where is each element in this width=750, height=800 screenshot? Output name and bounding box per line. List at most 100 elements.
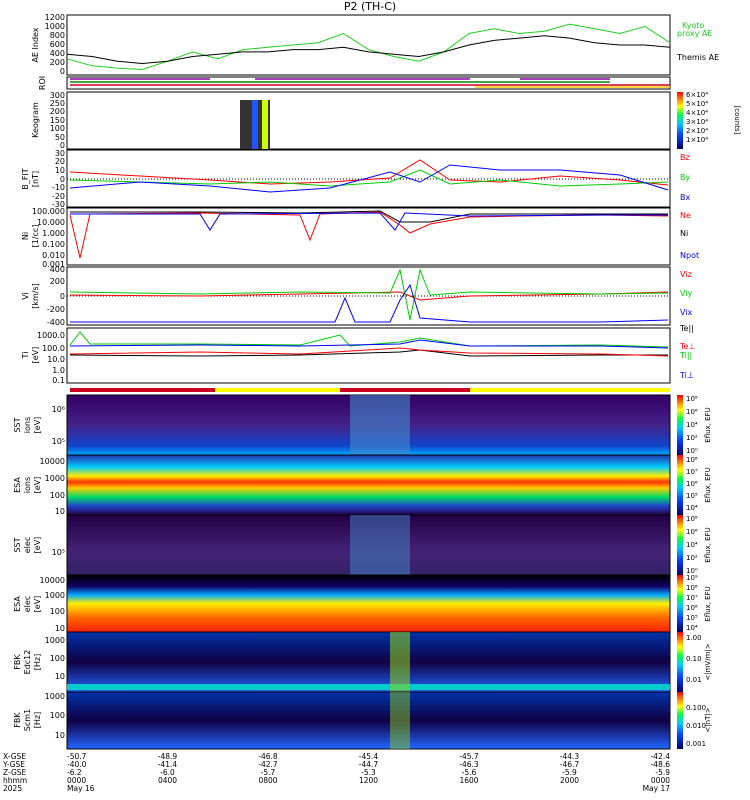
ephemeris-row-label: X-GSE: [3, 752, 26, 761]
ephemeris-value: 1200: [359, 776, 378, 785]
keogram-tick: 100: [50, 124, 65, 133]
sst-ion-cbar-tick: 10⁴: [686, 421, 698, 429]
fbk-e-tick: 100: [50, 654, 65, 663]
sst-elec-panel: SST elec [eV] 10⁵ 10⁸ 10⁶ 10⁴ 10² 10⁰ Ef…: [13, 514, 712, 576]
temperature-tick: 1.0: [52, 366, 65, 375]
temperature-ylabel-unit: [eV]: [31, 347, 40, 364]
esa-ion-cbar-label: Eflux, EFU: [704, 467, 712, 502]
ephemeris-value: -46.3: [459, 760, 479, 769]
ae-tick: 200: [50, 58, 65, 67]
sst-elec-tick: 10⁵: [52, 548, 65, 557]
ephemeris-value: -48.9: [158, 752, 178, 761]
keogram-tick: 200: [50, 107, 65, 116]
fbk-b-frame: [66, 691, 671, 750]
fbk-e-ylabel: FBK: [13, 654, 22, 670]
ae-ylabel: AE Index: [31, 27, 40, 62]
ephemeris-value: May 17: [643, 784, 671, 793]
esa-elec-ylabel: ESA: [13, 596, 22, 612]
esa-ion-cbar-tick: 10⁶: [686, 480, 698, 488]
te-par-line: [69, 349, 668, 357]
roi-ylabel: ROI: [38, 76, 47, 90]
ephemeris-value: -46.8: [258, 752, 278, 761]
ephemeris-value: -5.6: [462, 768, 477, 777]
ephemeris-value: May 16: [67, 784, 95, 793]
density-panel: Ni [1/cc] 100.000 10.000 1.000 0.100 0.0…: [21, 207, 699, 269]
sst-elec-cbar-tick: 10⁶: [686, 528, 698, 536]
sst-ion-cbar-tick: 10⁶: [686, 408, 698, 416]
keogram-cbar-tick: 2×10⁴: [686, 127, 708, 135]
bx-line: [69, 164, 669, 193]
ephemeris-value: 0800: [258, 776, 277, 785]
esa-ion-panel: ESA ions [eV] 10000 1000 100 10 10⁸ 10⁷ …: [13, 454, 712, 516]
ae-legend-proxy: proxy AE: [677, 29, 712, 38]
sst-elec-colorbar: [677, 515, 683, 575]
roi-frame: [66, 76, 671, 90]
ephemeris-value: 0400: [158, 776, 177, 785]
sst-ion-species: ions: [23, 417, 32, 433]
fbk-b-colorbar: [677, 692, 683, 749]
ephemeris-row-label: 2025: [3, 784, 22, 793]
mode-bar: [70, 388, 670, 392]
esa-ion-cbar-tick: 10⁴: [686, 504, 698, 512]
density-tick: 1.000: [42, 229, 65, 238]
fbk-e-frame: [66, 631, 671, 693]
fbk-b-channel: Scm1: [23, 709, 32, 731]
ephemeris-value: -42.7: [258, 760, 278, 769]
esa-elec-colorbar: [677, 575, 683, 632]
keogram-cbar-tick: 1×10⁴: [686, 136, 708, 144]
density-tick: 0.100: [42, 240, 65, 249]
bfield-legend-by: By: [680, 173, 690, 182]
ae-legend-kyoto: Kyoto: [682, 21, 704, 30]
density-tick: 0.010: [42, 251, 65, 260]
ephemeris-row-label: Z-GSE: [3, 768, 27, 777]
velocity-legend-viy: Viy: [680, 289, 693, 298]
fbk-b-tick: 10: [55, 731, 65, 740]
fbk-b-panel: FBK Scm1 [Hz] 1000 100 10 0.100 0.010 0.…: [13, 691, 712, 750]
density-frame: [66, 207, 671, 266]
esa-ion-tick: 100: [50, 491, 65, 500]
temperature-tick: 100.0: [42, 344, 65, 353]
esa-elec-tick: 100: [50, 607, 65, 616]
esa-elec-frame: [66, 574, 671, 633]
fbk-e-lowband: [67, 684, 670, 690]
ae-legend-themis: Themis AE: [676, 53, 719, 62]
sst-ion-cbar-tick: 10⁸: [686, 395, 698, 403]
velocity-tick: 200: [50, 277, 65, 286]
keogram-cbar-tick: 4×10⁴: [686, 109, 708, 117]
esa-ion-unit: [eV]: [33, 477, 42, 494]
sst-ion-burst: [350, 395, 410, 455]
fbk-e-tick: 10: [55, 672, 65, 681]
ae-tick: 1000: [45, 22, 65, 31]
keogram-cbar-unit: [counts]: [733, 106, 741, 135]
ephemeris-value: -5.9: [655, 768, 670, 777]
keogram-tick: 250: [50, 99, 65, 108]
keogram-ylabel: Keogram: [31, 102, 40, 138]
temperature-ylabel: Ti: [21, 352, 30, 360]
esa-ion-cbar-tick: 10⁸: [686, 456, 698, 464]
ephemeris-row-label: Y-GSE: [2, 760, 25, 769]
sst-ion-tick: 10⁵: [52, 437, 65, 446]
velocity-tick: 0: [60, 292, 65, 301]
fbk-b-ylabel: FBK: [13, 712, 22, 728]
fbk-b-unit: [Hz]: [33, 712, 42, 728]
esa-elec-unit: [eV]: [33, 596, 42, 613]
temperature-tick: 10.0: [47, 355, 65, 364]
fbk-b-tick: 1000: [45, 692, 65, 701]
keogram-colorbar: [677, 92, 683, 149]
bfield-tick: 0: [60, 175, 65, 184]
fbk-b-burst: [390, 692, 410, 749]
ae-tick: 1200: [45, 13, 65, 22]
sst-ion-ylabel: SST: [13, 417, 22, 432]
fbk-e-panel: FBK Edc12 [Hz] 1000 100 10 1.00 0.10 0.0…: [13, 631, 712, 693]
keogram-cbar-tick: 5×10⁴: [686, 100, 708, 108]
esa-elec-tick: 10000: [40, 576, 65, 585]
ephemeris-value: -6.0: [160, 768, 175, 777]
fbk-e-colorbar: [677, 632, 683, 692]
viz-line: [69, 291, 669, 301]
esa-ion-tick: 10000: [40, 457, 65, 466]
density-tick: 0.001: [42, 260, 65, 269]
ephemeris-value: -48.6: [651, 760, 671, 769]
sst-elec-unit: [eV]: [33, 537, 42, 554]
density-tick: 10.000: [37, 218, 65, 227]
ephemeris-value: -41.4: [158, 760, 178, 769]
